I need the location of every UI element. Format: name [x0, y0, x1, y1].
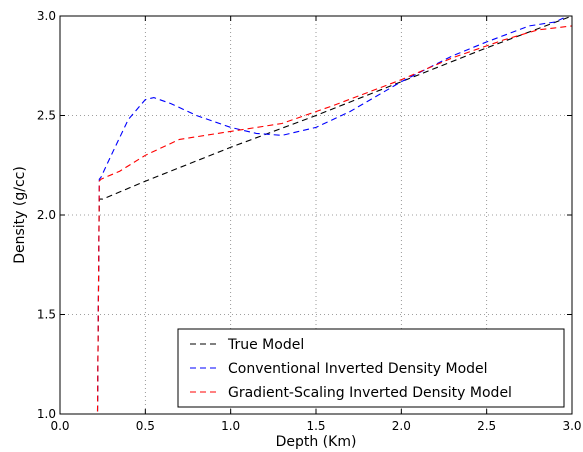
y-tick-label: 3.0 [37, 9, 56, 23]
x-axis-label: Depth (Km) [276, 434, 357, 450]
y-tick-label: 1.0 [37, 407, 56, 421]
x-tick-label: 1.0 [221, 419, 240, 433]
y-axis-label: Density (g/cc) [12, 166, 28, 264]
x-tick-label: 3.0 [562, 419, 581, 433]
y-tick-label: 2.0 [37, 208, 56, 222]
legend-box [177, 328, 565, 408]
series-line-1 [60, 15, 573, 415]
x-tick-label: 2.0 [392, 419, 411, 433]
legend-label: Conventional Inverted Density Model [228, 361, 488, 377]
ticks: 0.0 0.5 1.0 1.5 2.0 2.5 3.0 1.0 1.5 2.0 2.5 3.0 [37, 9, 582, 433]
x-tick-label: 0.5 [136, 419, 155, 433]
x-tick-label: 0.0 [50, 419, 69, 433]
x-tick-label: 1.5 [306, 419, 325, 433]
series-line-2 [60, 17, 564, 415]
series-layer [60, 15, 573, 415]
legend: True Model Conventional Inverted Density … [177, 328, 565, 408]
legend-label: True Model [227, 337, 304, 353]
x-tick-label: 2.5 [477, 419, 496, 433]
y-tick-label: 2.5 [37, 109, 56, 123]
legend-label: Gradient-Scaling Inverted Density Model [228, 385, 512, 401]
y-tick-label: 1.5 [37, 308, 56, 322]
series-line-3 [60, 25, 573, 415]
